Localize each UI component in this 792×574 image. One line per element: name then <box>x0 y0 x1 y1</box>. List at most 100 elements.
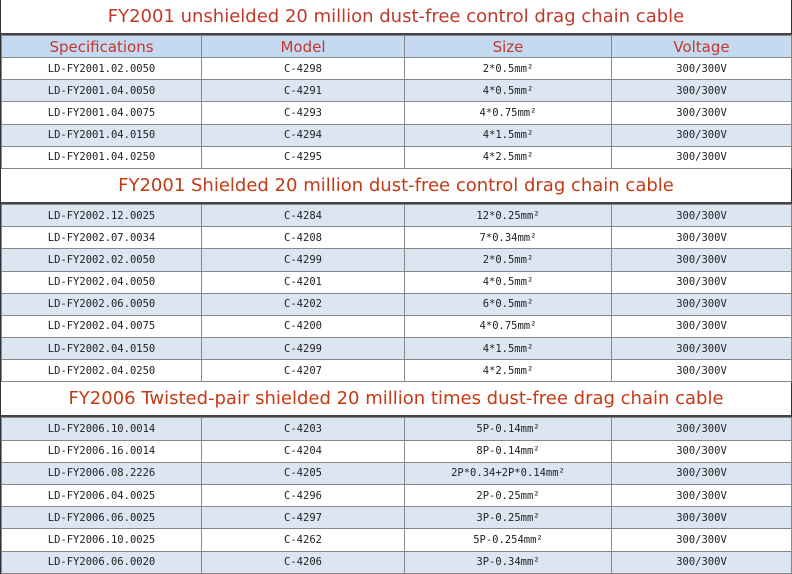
voltage-cell: 300/300V <box>611 79 792 103</box>
table-row: LD-FY2006.10.0014 C-4203 5P-0.14mm² 300/300… <box>1 417 792 441</box>
header-row: Specifications Model Size Voltage <box>1 35 792 58</box>
size-cell: 5P-0.254mm² <box>404 528 612 552</box>
model-cell: C-4299 <box>201 337 405 361</box>
specification-cell: LD-FY2002.04.0150 <box>1 337 202 361</box>
specification-cell: LD-FY2002.07.0034 <box>1 226 202 250</box>
size-cell: 4*0.5mm² <box>404 270 612 294</box>
model-cell: C-4298 <box>201 56 405 81</box>
model-cell: C-4293 <box>201 101 405 125</box>
table-row: LD-FY2002.04.0150 C-4299 4*1.5mm² 300/300V <box>1 337 792 361</box>
spec-table: LD-FY2006.10.0014 C-4203 5P-0.14mm² 300/300… <box>1 417 792 574</box>
voltage-cell: 300/300V <box>611 528 792 552</box>
voltage-cell: 300/300V <box>611 248 792 272</box>
spec-table: Specifications Model Size Voltage LD-FY2001.… <box>1 35 792 169</box>
table-row: LD-FY2001.04.0075 C-4293 4*0.75mm² 300/300V <box>1 101 792 125</box>
size-cell: 2*0.5mm² <box>404 248 612 272</box>
table-row: LD-FY2002.12.0025 C-4284 12*0.25mm² 300/300… <box>1 203 792 228</box>
section-title: FY2001 unshielded 20 million dust-free c… <box>1 0 791 35</box>
voltage-cell: 300/300V <box>611 550 792 574</box>
voltage-cell: 300/300V <box>611 270 792 294</box>
specification-cell: LD-FY2001.02.0050 <box>1 56 202 81</box>
specification-cell: LD-FY2006.10.0014 <box>1 417 202 441</box>
table-row: LD-FY2001.02.0050 C-4298 2*0.5mm² 300/300V <box>1 56 792 81</box>
specification-cell: LD-FY2001.04.0050 <box>1 79 202 103</box>
size-cell: 4*0.75mm² <box>404 101 612 125</box>
model-cell: C-4299 <box>201 248 405 272</box>
size-cell: 4*0.5mm² <box>404 79 612 103</box>
specification-cell: LD-FY2001.04.0150 <box>1 123 202 147</box>
specification-cell: LD-FY2002.04.0075 <box>1 314 202 339</box>
voltage-cell: 300/300V <box>611 461 792 486</box>
voltage-cell: 300/300V <box>611 506 792 530</box>
specification-cell: LD-FY2006.16.0014 <box>1 439 202 463</box>
table-row: LD-FY2006.04.0025 C-4296 2P-0.25mm² 300/300… <box>1 483 792 508</box>
size-cell: 5P-0.14mm² <box>404 417 612 441</box>
model-cell: C-4208 <box>201 226 405 250</box>
voltage-cell: 300/300V <box>611 203 792 228</box>
model-cell: C-4200 <box>201 314 405 339</box>
model-cell: C-4291 <box>201 79 405 103</box>
table-row: LD-FY2002.04.0250 C-4207 4*2.5mm² 300/300V <box>1 359 792 383</box>
voltage-cell: 300/300V <box>611 417 792 441</box>
size-cell: 6*0.5mm² <box>404 292 612 316</box>
model-cell: C-4204 <box>201 439 405 463</box>
size-cell: 2P-0.25mm² <box>404 483 612 508</box>
model-cell: C-4262 <box>201 528 405 552</box>
size-cell: 12*0.25mm² <box>404 203 612 228</box>
voltage-cell: 300/300V <box>611 226 792 250</box>
section-title: FY2006 Twisted-pair shielded 20 million … <box>1 382 791 418</box>
model-cell: C-4201 <box>201 270 405 294</box>
table-row: LD-FY2002.06.0050 C-4202 6*0.5mm² 300/300V <box>1 292 792 316</box>
table-row: LD-FY2001.04.0050 C-4291 4*0.5mm² 300/300V <box>1 79 792 103</box>
size-cell: 8P-0.14mm² <box>404 439 612 463</box>
table-row: LD-FY2006.06.0020 C-4206 3P-0.34mm² 300/300… <box>1 550 792 574</box>
specification-cell: LD-FY2006.06.0025 <box>1 506 202 530</box>
table-row: LD-FY2002.02.0050 C-4299 2*0.5mm² 300/300V <box>1 248 792 272</box>
table-row: LD-FY2006.10.0025 C-4262 5P-0.254mm² 300/30… <box>1 528 792 552</box>
model-cell: C-4284 <box>201 203 405 228</box>
model-cell: C-4203 <box>201 417 405 441</box>
voltage-cell: 300/300V <box>611 337 792 361</box>
table-row: LD-FY2006.08.2226 C-4205 2P*0.34+2P*0.14mm… <box>1 461 792 486</box>
model-cell: C-4296 <box>201 483 405 508</box>
specification-cell: LD-FY2002.02.0050 <box>1 248 202 272</box>
table-row: LD-FY2002.04.0050 C-4201 4*0.5mm² 300/300V <box>1 270 792 294</box>
size-cell: 2*0.5mm² <box>404 56 612 81</box>
voltage-cell: 300/300V <box>611 101 792 125</box>
specification-cell: LD-FY2002.06.0050 <box>1 292 202 316</box>
table-row: LD-FY2001.04.0250 C-4295 4*2.5mm² 300/300V <box>1 145 792 169</box>
voltage-cell: 300/300V <box>611 314 792 339</box>
voltage-cell: 300/300V <box>611 145 792 169</box>
specification-cell: LD-FY2006.10.0025 <box>1 528 202 552</box>
model-cell: C-4294 <box>201 123 405 147</box>
specification-cell: LD-FY2006.08.2226 <box>1 461 202 486</box>
model-cell: C-4206 <box>201 550 405 574</box>
specification-cell: LD-FY2002.04.0250 <box>1 359 202 383</box>
voltage-cell: 300/300V <box>611 292 792 316</box>
voltage-cell: 300/300V <box>611 56 792 81</box>
size-cell: 3P-0.25mm² <box>404 506 612 530</box>
model-cell: C-4205 <box>201 461 405 486</box>
voltage-cell: 300/300V <box>611 483 792 508</box>
header-specifications: Specifications <box>1 35 202 58</box>
size-cell: 2P*0.34+2P*0.14mm² <box>404 461 612 486</box>
size-cell: 4*1.5mm² <box>404 123 612 147</box>
voltage-cell: 300/300V <box>611 359 792 383</box>
specification-cell: LD-FY2001.04.0250 <box>1 145 202 169</box>
size-cell: 4*2.5mm² <box>404 359 612 383</box>
table-row: LD-FY2006.16.0014 C-4204 8P-0.14mm² 300/300… <box>1 439 792 463</box>
voltage-cell: 300/300V <box>611 123 792 147</box>
size-cell: 3P-0.34mm² <box>404 550 612 574</box>
model-cell: C-4202 <box>201 292 405 316</box>
spec-table: LD-FY2002.12.0025 C-4284 12*0.25mm² 300/300… <box>1 203 792 383</box>
voltage-cell: 300/300V <box>611 439 792 463</box>
header-size: Size <box>404 35 612 58</box>
model-cell: C-4297 <box>201 506 405 530</box>
table-row: LD-FY2006.06.0025 C-4297 3P-0.25mm² 300/300… <box>1 506 792 530</box>
header-model: Model <box>201 35 405 58</box>
size-cell: 7*0.34mm² <box>404 226 612 250</box>
size-cell: 4*2.5mm² <box>404 145 612 169</box>
section-title: FY2001 Shielded 20 million dust-free con… <box>1 168 791 204</box>
specification-cell: LD-FY2002.12.0025 <box>1 203 202 228</box>
